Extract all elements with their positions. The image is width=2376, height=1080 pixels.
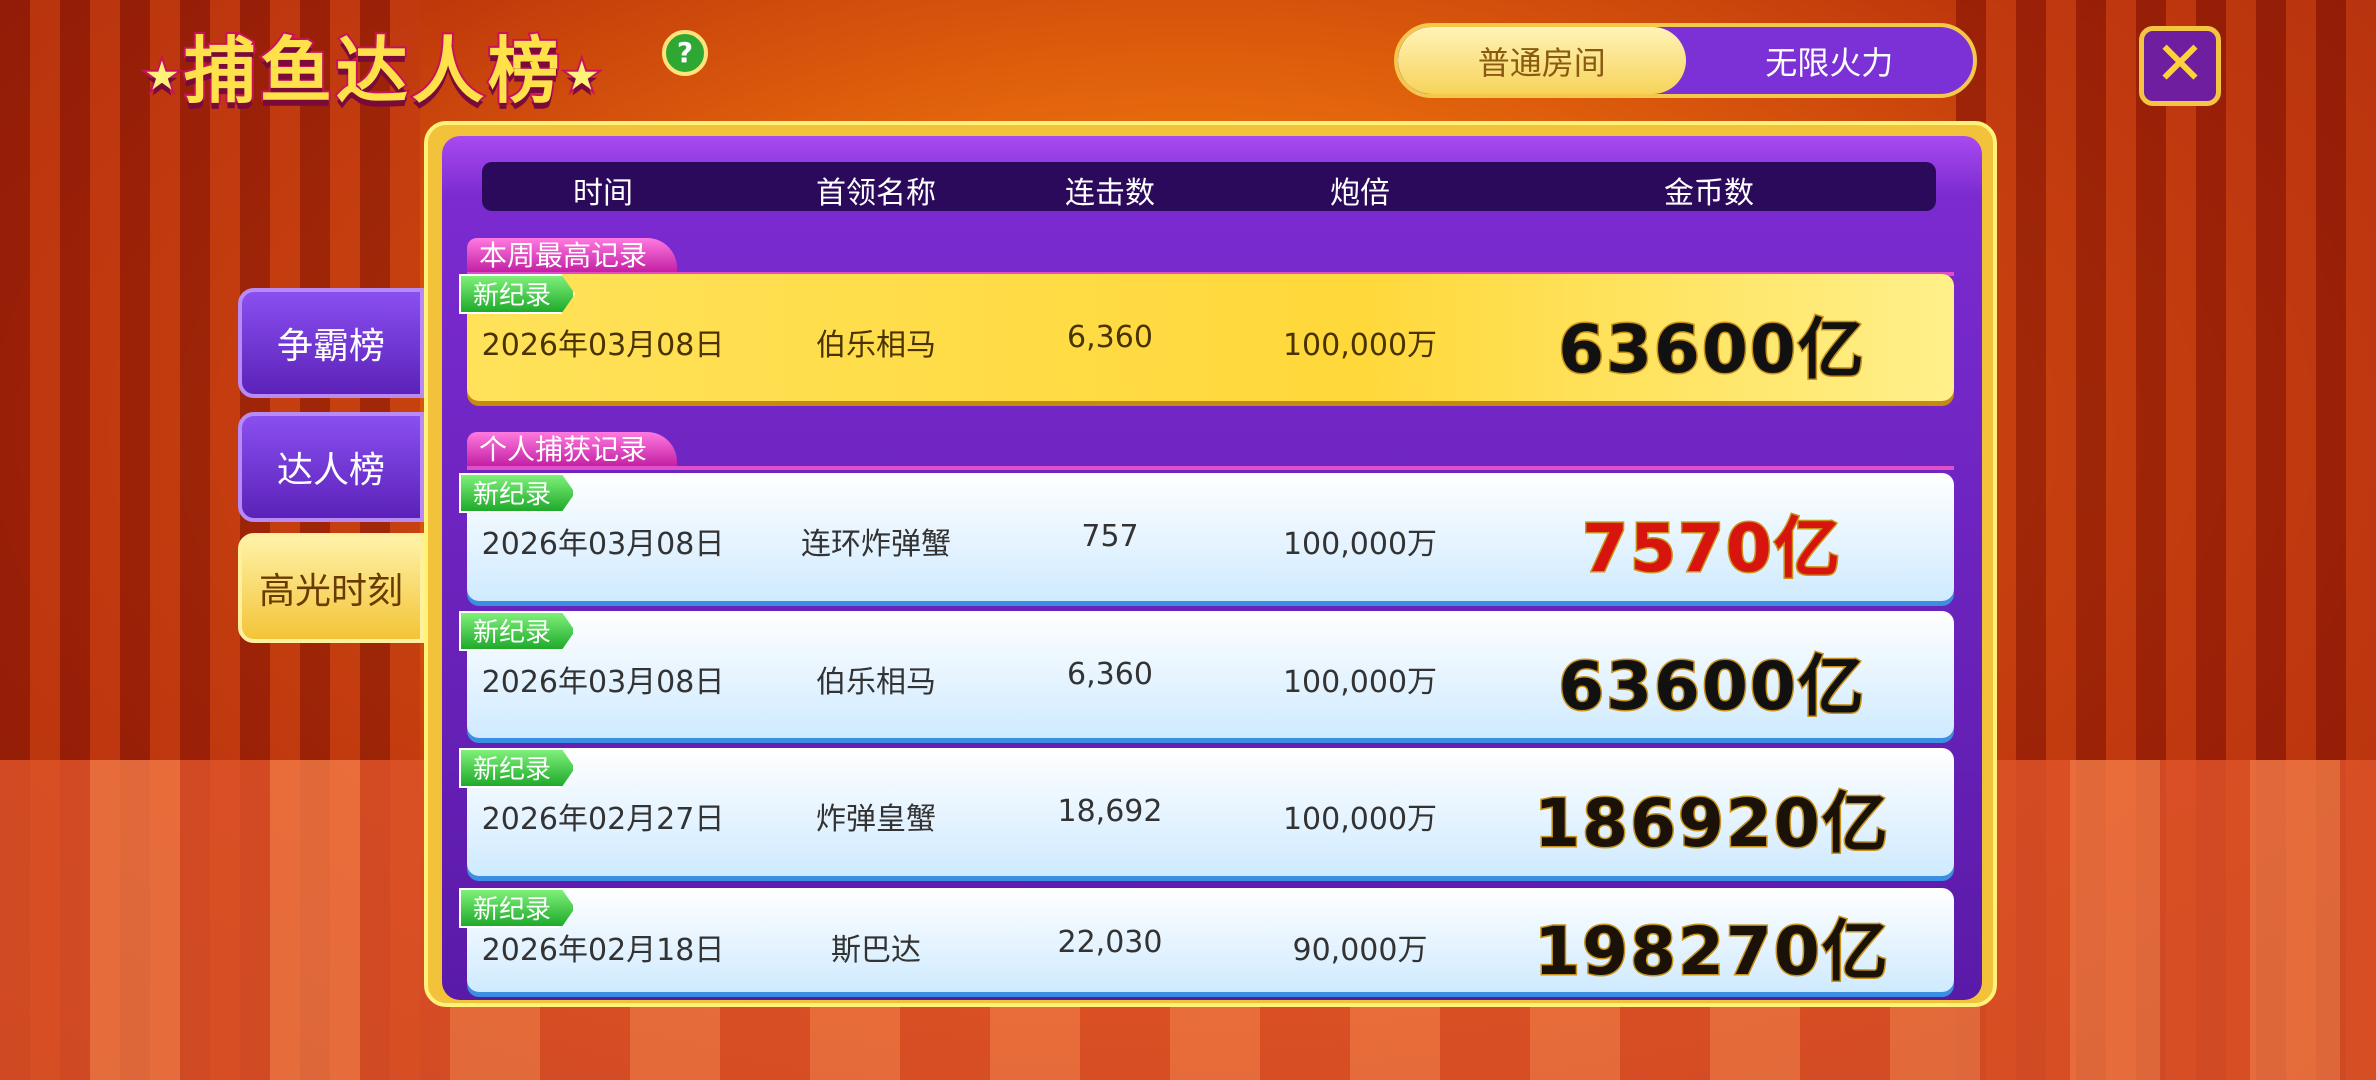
cell-boss: 伯乐相马 <box>816 665 936 700</box>
cell-coins: 186920亿 <box>1533 784 1890 864</box>
table-row: 新纪录 2026年03月08日 连环炸弹蟹 757 100,000万 7570亿 <box>459 473 1954 601</box>
room-toggle: 普通房间 无限火力 <box>1394 23 1977 98</box>
cell-multiplier: 100,000万 <box>1282 665 1438 700</box>
table-row: 新纪录 2026年02月18日 斯巴达 22,030 90,000万 198270亿 <box>459 888 1954 992</box>
section-personal-label: 个人捕获记录 <box>467 432 678 468</box>
side-tab-master[interactable]: 达人榜 <box>238 412 424 522</box>
table-row: 新纪录 2026年02月27日 炸弹皇蟹 18,692 100,000万 186920亿 <box>459 748 1954 876</box>
star-icon: ★ <box>562 51 604 101</box>
cell-multiplier: 100,000万 <box>1282 527 1438 562</box>
col-time: 时间 <box>573 176 633 211</box>
col-coins: 金币数 <box>1664 176 1754 211</box>
new-record-badge: 新纪录 <box>459 611 576 651</box>
cell-multiplier: 100,000万 <box>1282 802 1438 837</box>
cell-boss: 伯乐相马 <box>816 328 936 363</box>
tab-normal-room[interactable]: 普通房间 <box>1398 27 1686 94</box>
cell-coins: 63600亿 <box>1557 310 1866 390</box>
cell-multiplier: 90,000万 <box>1292 933 1428 968</box>
star-icon: ★ <box>142 51 184 101</box>
divider <box>467 466 1954 470</box>
cell-boss: 斯巴达 <box>831 933 921 968</box>
col-boss: 首领名称 <box>816 176 936 211</box>
table-row: 新纪录 2026年03月08日 伯乐相马 6,360 100,000万 63600亿 <box>459 274 1954 401</box>
table-row: 新纪录 2026年03月08日 伯乐相马 6,360 100,000万 63600亿 <box>459 611 1954 738</box>
cell-date: 2026年03月08日 <box>481 328 725 363</box>
page-title: ★捕鱼达人榜★ <box>142 12 604 117</box>
cell-multiplier: 100,000万 <box>1282 328 1438 363</box>
section-weekly-label: 本周最高记录 <box>467 238 678 274</box>
cell-date: 2026年02月27日 <box>481 802 725 837</box>
new-record-badge: 新纪录 <box>459 888 576 928</box>
table-header: 时间 首领名称 连击数 炮倍 金币数 <box>482 162 1936 211</box>
cell-boss: 连环炸弹蟹 <box>801 527 951 562</box>
help-button[interactable]: ? <box>662 30 708 76</box>
tab-unlimited-fire[interactable]: 无限火力 <box>1765 43 1894 82</box>
cell-date: 2026年03月08日 <box>481 527 725 562</box>
cell-date: 2026年02月18日 <box>481 933 725 968</box>
cell-date: 2026年03月08日 <box>481 665 725 700</box>
cell-combo: 22,030 <box>1057 925 1163 960</box>
cell-combo: 6,360 <box>1067 657 1153 692</box>
new-record-badge: 新纪录 <box>459 748 576 788</box>
cell-boss: 炸弹皇蟹 <box>816 802 936 837</box>
cell-combo: 757 <box>1081 519 1139 554</box>
cell-coins: 198270亿 <box>1533 912 1890 992</box>
side-tab-highlights[interactable]: 高光时刻 <box>238 533 424 643</box>
side-tab-battle[interactable]: 争霸榜 <box>238 288 424 398</box>
new-record-badge: 新纪录 <box>459 274 576 314</box>
col-combo: 连击数 <box>1065 176 1155 211</box>
cell-combo: 18,692 <box>1057 794 1163 829</box>
title-text: 捕鱼达人榜 <box>182 27 564 115</box>
cell-coins: 7570亿 <box>1581 509 1842 589</box>
new-record-badge: 新纪录 <box>459 473 576 513</box>
close-button[interactable]: ✕ <box>2139 26 2221 106</box>
cell-coins: 63600亿 <box>1557 647 1866 727</box>
cell-combo: 6,360 <box>1067 320 1153 355</box>
col-multiplier: 炮倍 <box>1330 176 1390 211</box>
